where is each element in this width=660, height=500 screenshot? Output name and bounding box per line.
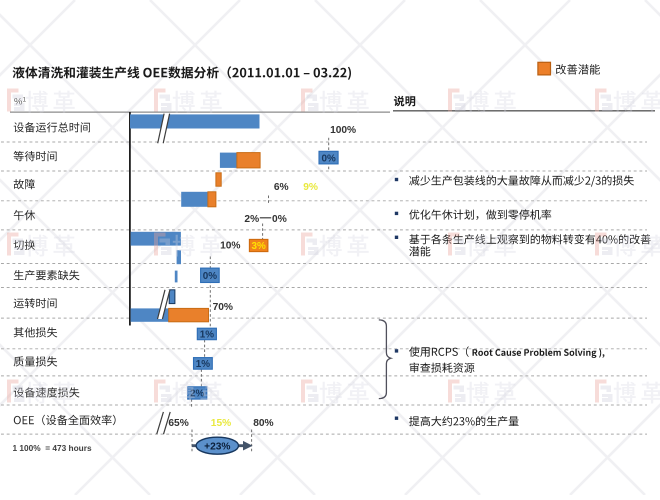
- svg-text:15%: 15%: [211, 418, 231, 429]
- svg-text:65%: 65%: [168, 418, 188, 429]
- svg-text:70%: 70%: [213, 302, 233, 313]
- svg-text:0%: 0%: [203, 271, 217, 282]
- svg-text:%1: %1: [14, 97, 26, 108]
- svg-text:80%: 80%: [253, 418, 273, 429]
- svg-text:0%: 0%: [321, 153, 335, 164]
- svg-text:10%: 10%: [220, 241, 240, 252]
- svg-text:0%: 0%: [272, 214, 287, 225]
- svg-text:1%: 1%: [200, 330, 214, 341]
- svg-text:1 100% = 473 hours: 1 100% = 473 hours: [13, 443, 92, 453]
- svg-text:+23%: +23%: [204, 441, 230, 452]
- svg-text:3%: 3%: [251, 241, 265, 252]
- svg-text:9%: 9%: [303, 182, 318, 193]
- svg-text:2%: 2%: [244, 214, 259, 225]
- svg-text:6%: 6%: [274, 182, 289, 193]
- svg-text:100%: 100%: [330, 125, 356, 136]
- svg-text:2%: 2%: [190, 389, 204, 400]
- svg-text:1%: 1%: [196, 359, 210, 370]
